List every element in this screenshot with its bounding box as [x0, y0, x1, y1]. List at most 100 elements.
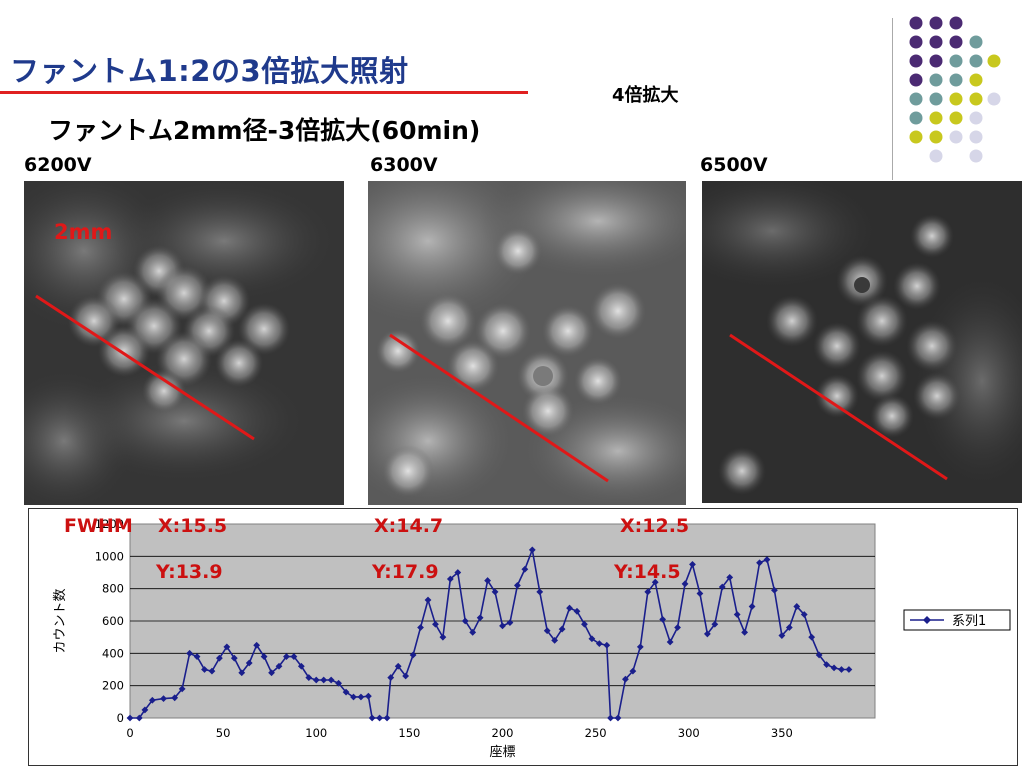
data-point: [383, 714, 391, 722]
slide-title: ファントム1:2の3倍拡大照射: [10, 54, 409, 88]
data-point: [230, 654, 238, 662]
decor-dot: [929, 111, 943, 125]
legend: 系列1: [903, 609, 1011, 631]
profile-line-chart: 0 200 400 600 800 1000 1200 0 50 100 150 200 250 300 3…: [53, 517, 1011, 760]
data-point: [439, 633, 447, 641]
decor-dot: [929, 35, 943, 49]
data-point: [741, 628, 749, 636]
slide-subtitle: ファントム2mm径-3倍拡大(60min): [48, 116, 481, 145]
data-point: [178, 685, 186, 693]
data-point: [514, 582, 521, 589]
decor-dot: [929, 16, 943, 30]
data-point: [756, 559, 763, 567]
data-point: [499, 622, 506, 630]
data-point: [711, 620, 719, 628]
data-point: [454, 569, 462, 576]
data-point: [387, 674, 395, 681]
corner-note: 4倍拡大: [612, 85, 679, 106]
y-tick-label: 0: [117, 711, 124, 725]
data-point: [703, 630, 711, 638]
data-point: [614, 714, 622, 722]
data-point: [521, 565, 529, 573]
y-tick-label-top: 1200: [95, 517, 124, 531]
data-point: [830, 664, 838, 672]
data-point: [312, 676, 320, 684]
voltage-label-6200: 6200V: [24, 154, 92, 176]
decor-dot: [909, 16, 923, 30]
fwhm-x-6300: X:14.7: [374, 515, 444, 537]
data-point: [275, 662, 283, 670]
phantom-image-6500v: [702, 181, 1022, 503]
data-point: [424, 596, 432, 604]
decor-dot: [929, 73, 943, 87]
y-tick-label: 200: [102, 679, 124, 693]
x-tick-label: 200: [492, 726, 514, 740]
decor-dot: [909, 130, 923, 144]
data-point: [290, 653, 298, 660]
legend-box: [903, 609, 1011, 631]
decor-dot: [929, 149, 943, 163]
fwhm-y-6300: Y:17.9: [372, 561, 439, 583]
data-point: [778, 632, 786, 639]
data-point: [148, 696, 156, 704]
decor-dot: [987, 92, 1001, 106]
data-point: [135, 714, 143, 722]
data-point: [558, 625, 566, 633]
data-point: [223, 643, 231, 651]
data-point: [141, 706, 149, 714]
data-point: [335, 679, 342, 687]
data-point: [186, 649, 193, 657]
data-point: [297, 662, 305, 670]
data-point: [402, 672, 410, 680]
data-point: [376, 714, 383, 722]
data-point: [126, 714, 134, 722]
data-point: [365, 692, 372, 700]
decor-dot: [929, 130, 943, 144]
x-tick-label: 100: [305, 726, 327, 740]
data-point: [409, 651, 417, 659]
data-point: [666, 638, 674, 646]
data-point: [368, 714, 376, 722]
data-point: [543, 627, 551, 635]
data-point: [201, 666, 208, 673]
x-tick-label: 50: [216, 726, 231, 740]
data-point: [417, 624, 424, 631]
data-point: [283, 653, 290, 660]
data-point: [506, 619, 514, 627]
data-point: [636, 643, 644, 651]
x-tick-label: 250: [585, 726, 607, 740]
data-point: [771, 586, 778, 594]
fwhm-x-6500: X:12.5: [620, 515, 690, 537]
data-point: [305, 674, 313, 681]
data-point: [607, 714, 614, 722]
decor-dot: [949, 54, 963, 68]
data-point: [644, 588, 652, 596]
decor-dot: [929, 54, 943, 68]
decor-dot: [969, 111, 983, 125]
data-point: [551, 637, 559, 644]
vertical-separator: [892, 18, 893, 180]
data-point: [357, 693, 365, 701]
data-point: [469, 628, 477, 636]
data-point: [566, 604, 573, 612]
decor-dot: [969, 54, 983, 68]
decor-dot: [949, 16, 963, 30]
data-point: [651, 578, 659, 586]
decor-dot: [969, 130, 983, 144]
data-point: [733, 611, 741, 618]
decorative-dot-grid: [909, 16, 1001, 163]
data-point: [446, 575, 454, 583]
y-axis-title: カウント数: [53, 588, 68, 653]
decor-dot: [949, 35, 963, 49]
fwhm-y-6500: Y:14.5: [614, 561, 681, 583]
data-point: [629, 667, 637, 675]
data-point: [726, 573, 734, 581]
data-point: [432, 620, 439, 628]
data-point: [536, 588, 544, 596]
decor-dot: [949, 92, 963, 106]
decor-dot: [909, 73, 923, 87]
data-point: [800, 611, 808, 618]
decor-dot: [969, 73, 983, 87]
decor-dot: [929, 92, 943, 106]
data-point: [581, 620, 588, 628]
